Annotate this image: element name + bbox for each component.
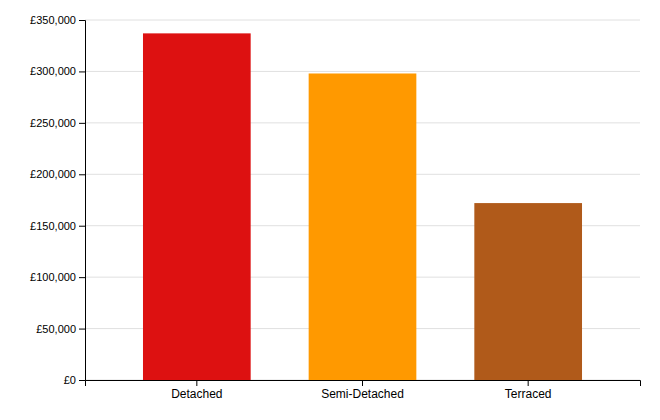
grid	[85, 20, 640, 380]
bars	[143, 33, 582, 380]
tick-mark	[79, 380, 85, 381]
tick-label: £150,000	[30, 220, 76, 232]
tick-label: £350,000	[30, 14, 76, 26]
y-tick: £300,000	[30, 65, 85, 77]
bar	[309, 73, 417, 380]
tick-mark	[79, 71, 85, 72]
tick-label: Semi-Detached	[321, 387, 404, 401]
y-axis: £0 £50,000 £100,000 £150,000 £200,000 £250,00…	[30, 14, 85, 386]
x-tick: Detached	[171, 380, 222, 401]
y-tick: £200,000	[30, 168, 85, 180]
y-tick: £100,000	[30, 271, 85, 283]
x-tick: Semi-Detached	[321, 380, 404, 401]
tick-label: £250,000	[30, 117, 76, 129]
y-tick: £250,000	[30, 117, 85, 129]
chart-container: £0 £50,000 £100,000 £150,000 £200,000 £250,00…	[0, 0, 660, 420]
tick-label: £300,000	[30, 65, 76, 77]
tick-label: £200,000	[30, 168, 76, 180]
tick-label: Detached	[171, 387, 222, 401]
bar	[143, 33, 251, 380]
tick-mark	[196, 380, 197, 386]
tick-label: £0	[64, 374, 76, 386]
grid-line	[85, 20, 640, 21]
bar	[474, 203, 582, 380]
y-tick: £150,000	[30, 220, 85, 232]
tick-mark	[528, 380, 529, 386]
axis-line	[79, 21, 86, 381]
plot: £0 £50,000 £100,000 £150,000 £200,000 £250,00…	[30, 14, 640, 401]
x-axis: Detached Semi-Detached Terraced	[86, 380, 641, 401]
y-tick: £0	[64, 374, 85, 386]
tick-label: Terraced	[505, 387, 552, 401]
tick-mark	[79, 226, 85, 227]
tick-mark	[79, 329, 85, 330]
tick-label: £50,000	[36, 323, 76, 335]
y-tick: £50,000	[36, 323, 85, 335]
y-tick: £350,000	[30, 14, 85, 26]
chart-svg: £0 £50,000 £100,000 £150,000 £200,000 £250,00…	[0, 0, 660, 420]
tick-mark	[79, 123, 85, 124]
axis-line	[86, 381, 641, 387]
tick-mark	[362, 380, 363, 386]
x-tick: Terraced	[505, 380, 552, 401]
tick-label: £100,000	[30, 271, 76, 283]
tick-mark	[79, 277, 85, 278]
tick-mark	[79, 20, 85, 21]
tick-mark	[79, 174, 85, 175]
